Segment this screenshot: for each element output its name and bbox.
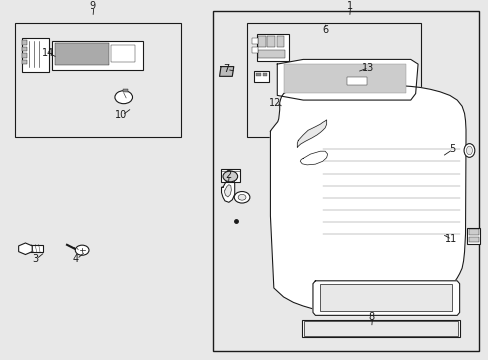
Text: 14: 14 <box>41 48 54 58</box>
Bar <box>22 53 27 58</box>
Text: 13: 13 <box>361 63 373 73</box>
Polygon shape <box>277 59 417 100</box>
Polygon shape <box>300 151 327 165</box>
Bar <box>468 237 478 242</box>
Text: 9: 9 <box>90 1 96 12</box>
Text: 6: 6 <box>322 24 327 35</box>
Bar <box>262 73 267 76</box>
Bar <box>55 43 108 65</box>
Text: 3: 3 <box>32 254 38 264</box>
Bar <box>29 245 43 252</box>
Bar <box>258 50 285 58</box>
Bar <box>468 229 478 235</box>
Bar <box>22 47 27 51</box>
Polygon shape <box>224 185 231 197</box>
Bar <box>346 77 366 85</box>
Polygon shape <box>297 120 326 148</box>
Bar <box>246 23 420 137</box>
Bar <box>467 228 479 244</box>
Bar <box>267 36 274 47</box>
Bar <box>123 89 128 92</box>
Text: 2: 2 <box>225 170 231 180</box>
Bar <box>212 11 478 351</box>
Bar <box>304 321 457 336</box>
Polygon shape <box>312 281 459 315</box>
Bar <box>252 38 258 44</box>
Text: 5: 5 <box>448 144 454 154</box>
Ellipse shape <box>466 146 471 155</box>
Bar <box>258 36 265 47</box>
Circle shape <box>75 245 89 255</box>
Bar <box>22 38 49 72</box>
Bar <box>252 47 258 53</box>
Bar <box>302 320 459 337</box>
Ellipse shape <box>463 144 474 157</box>
Circle shape <box>115 91 132 104</box>
Text: 4: 4 <box>73 254 79 264</box>
Circle shape <box>238 194 245 200</box>
Bar <box>22 60 27 64</box>
Bar <box>256 34 288 61</box>
Bar <box>221 169 239 182</box>
Bar <box>320 284 451 311</box>
Polygon shape <box>270 84 465 313</box>
Text: 10: 10 <box>115 110 127 120</box>
Bar <box>22 40 27 45</box>
Bar <box>111 45 135 62</box>
Text: 11: 11 <box>444 234 456 244</box>
Text: 7: 7 <box>223 64 228 75</box>
Text: 8: 8 <box>368 312 374 322</box>
Circle shape <box>234 192 249 203</box>
Bar <box>283 64 405 93</box>
Polygon shape <box>221 178 234 202</box>
Text: 1: 1 <box>346 1 352 12</box>
Bar <box>254 71 268 82</box>
Bar <box>52 41 142 70</box>
Bar <box>276 36 284 47</box>
Bar <box>15 23 181 137</box>
Bar <box>256 73 261 76</box>
Circle shape <box>223 171 237 182</box>
Polygon shape <box>219 67 233 76</box>
Text: 12: 12 <box>268 98 281 108</box>
